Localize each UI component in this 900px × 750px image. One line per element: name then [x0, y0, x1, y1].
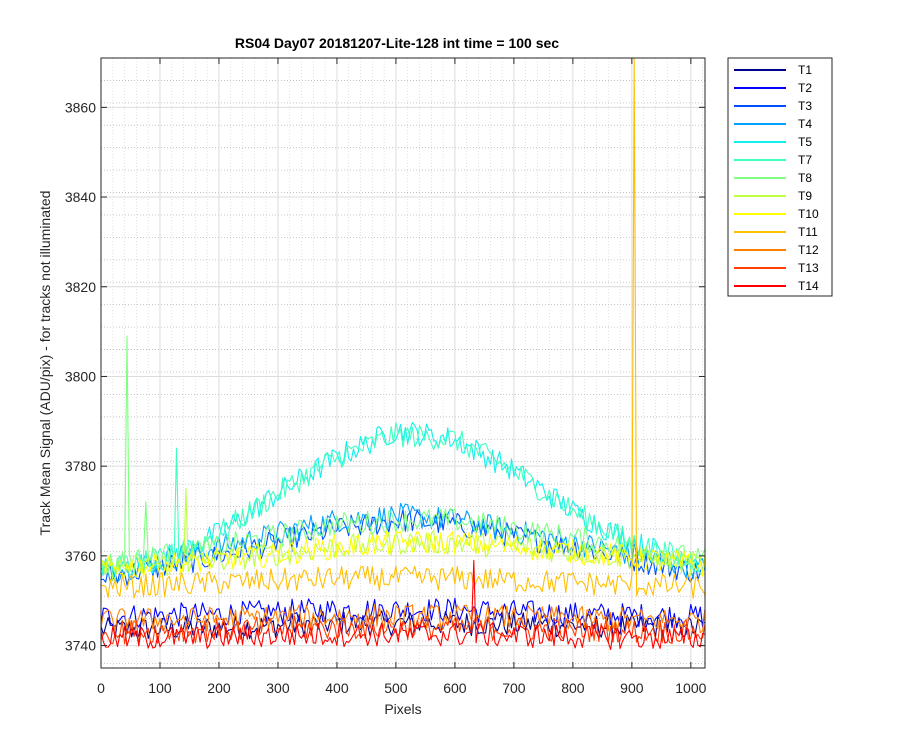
x-tick-label: 700 — [502, 680, 526, 696]
x-tick-label: 100 — [148, 680, 172, 696]
legend: T1 T2 T3 T4 T5 T7 T8 T9 T10 T11 T12 T13 T14 — [727, 57, 833, 297]
x-axis: 0 100 200 300 400 500 600 700 800 900 1000 — [97, 58, 707, 696]
chart-title: RS04 Day07 20181207-Lite-128 int time = … — [235, 35, 559, 51]
y-axis: 3740 3760 3780 3800 3820 3840 3860 — [65, 99, 705, 654]
x-tick-label: 200 — [207, 680, 231, 696]
legend-label-t2: T2 — [798, 81, 812, 95]
legend-label-t5: T5 — [798, 135, 812, 149]
x-tick-label: 600 — [443, 680, 467, 696]
legend-label-t4: T4 — [798, 117, 812, 131]
series-line-t4 — [100, 502, 706, 584]
legend-label-t13: T13 — [798, 261, 819, 275]
series-layer — [100, 57, 706, 651]
plot-area — [101, 58, 705, 668]
series-line-t10 — [100, 530, 706, 578]
y-tick-label: 3860 — [65, 99, 96, 115]
series-line-t12 — [100, 604, 706, 634]
legend-label-t12: T12 — [798, 243, 819, 257]
x-tick-label: 500 — [384, 680, 408, 696]
series-line-t7 — [100, 422, 706, 580]
x-axis-label: Pixels — [384, 701, 421, 717]
x-tick-label: 1000 — [675, 680, 706, 696]
series-line-t14 — [100, 559, 706, 651]
y-tick-label: 3840 — [65, 189, 96, 205]
legend-label-t9: T9 — [798, 189, 812, 203]
legend-label-t8: T8 — [798, 171, 812, 185]
x-tick-label: 400 — [325, 680, 349, 696]
series-line-t11 — [100, 57, 706, 599]
y-tick-label: 3760 — [65, 548, 96, 564]
y-tick-label: 3780 — [65, 458, 96, 474]
x-tick-label: 900 — [620, 680, 644, 696]
legend-label-t3: T3 — [798, 99, 812, 113]
x-tick-label: 800 — [561, 680, 585, 696]
series-line-t2 — [100, 597, 706, 629]
y-tick-label: 3740 — [65, 638, 96, 654]
legend-label-t1: T1 — [798, 63, 812, 77]
y-axis-label: Track Mean Signal (ADU/pix) - for tracks… — [37, 191, 53, 536]
series-line-t9 — [100, 488, 706, 581]
plot-frame — [100, 57, 706, 669]
y-tick-label: 3820 — [65, 279, 96, 295]
legend-label-t7: T7 — [798, 153, 812, 167]
y-tick-label: 3800 — [65, 368, 96, 384]
x-tick-label: 0 — [97, 680, 105, 696]
legend-label-t10: T10 — [798, 207, 819, 221]
x-tick-label: 300 — [266, 680, 290, 696]
legend-label-t14: T14 — [798, 279, 819, 293]
legend-label-t11: T11 — [798, 225, 818, 239]
